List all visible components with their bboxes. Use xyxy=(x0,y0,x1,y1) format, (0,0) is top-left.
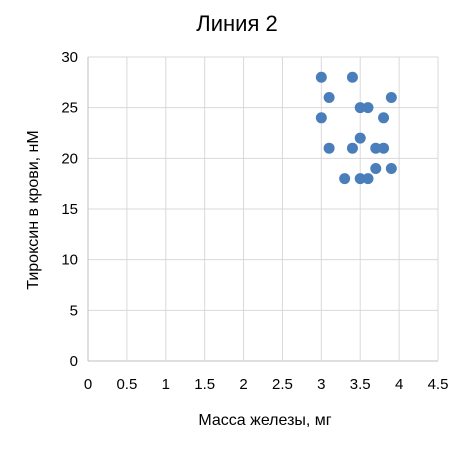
data-point xyxy=(323,92,335,104)
grid-lines xyxy=(87,56,439,362)
data-point xyxy=(339,173,351,185)
y-tick-label: 10 xyxy=(61,252,78,269)
data-point xyxy=(354,132,366,144)
tick-labels: 0 5 10 15 20 25 30 0 0.5 1 1.5 2 2.5 3 3.5 4 4.5 xyxy=(61,49,448,393)
data-point xyxy=(354,173,366,185)
data-point xyxy=(346,71,358,83)
data-point xyxy=(315,71,327,83)
data-point xyxy=(370,142,382,154)
data-point xyxy=(385,162,397,174)
y-axis-label: Тироксин в крови, нМ xyxy=(25,130,42,289)
x-tick-label: 0.5 xyxy=(116,376,137,393)
chart-title: Линия 2 xyxy=(196,11,277,36)
y-tick-label: 30 xyxy=(61,49,78,66)
x-tick-label: 3.5 xyxy=(350,376,371,393)
data-point xyxy=(354,102,366,114)
data-point xyxy=(370,162,382,174)
x-tick-label: 3 xyxy=(317,376,325,393)
data-point xyxy=(385,92,397,104)
x-tick-label: 2.5 xyxy=(272,376,293,393)
x-tick-label: 1 xyxy=(162,376,170,393)
data-point xyxy=(362,102,374,114)
x-tick-label: 4 xyxy=(395,376,403,393)
data-point xyxy=(323,142,335,154)
x-tick-label: 2 xyxy=(239,376,247,393)
x-tick-label: 1.5 xyxy=(194,376,215,393)
y-tick-label: 15 xyxy=(61,201,78,218)
y-tick-label: 25 xyxy=(61,100,78,117)
data-point xyxy=(362,173,374,185)
y-tick-label: 20 xyxy=(61,150,78,167)
x-tick-label: 4.5 xyxy=(428,376,449,393)
data-point xyxy=(378,142,390,154)
x-tick-label: 0 xyxy=(84,376,92,393)
data-point xyxy=(346,142,358,154)
data-point xyxy=(315,112,327,124)
data-points xyxy=(315,71,397,185)
data-point xyxy=(378,112,390,124)
x-axis-label: Масса железы, мг xyxy=(198,412,331,429)
y-tick-label: 5 xyxy=(70,302,78,319)
y-tick-label: 0 xyxy=(70,353,78,370)
